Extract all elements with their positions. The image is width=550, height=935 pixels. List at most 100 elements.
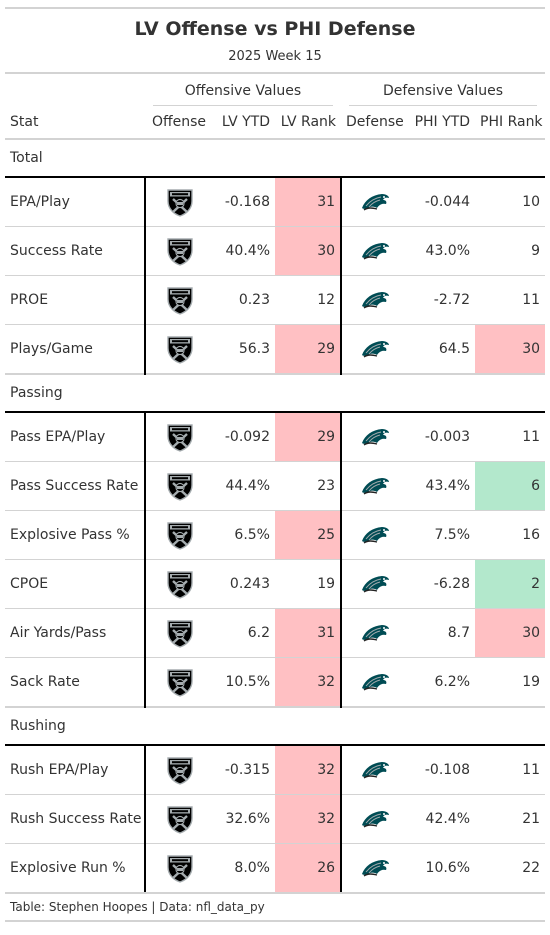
lv-ytd-value: 44.4% [213, 461, 275, 511]
lv-ytd-value: 56.3 [213, 324, 275, 375]
col-header-defense: Defense [341, 106, 408, 140]
table-row: Success Rate 40.4% 30 43.0% 9 [5, 226, 546, 276]
lv-rank-value: 29 [275, 412, 343, 462]
eagles-head-icon [341, 412, 408, 462]
lv-ytd-value: 10.5% [213, 657, 275, 708]
eagles-head-icon [341, 510, 408, 560]
col-header-stat: Stat [5, 106, 145, 140]
raiders-shield-icon [144, 657, 213, 708]
col-header-lv-rank: LV Rank [275, 106, 342, 140]
stat-name: Pass EPA/Play [5, 412, 145, 462]
table-row: Air Yards/Pass 6.2 31 8.7 30 [5, 608, 546, 658]
raiders-shield-icon [144, 324, 213, 375]
table-row: Explosive Pass % 6.5% 25 7.5% 16 [5, 510, 546, 560]
phi-rank-value: 2 [475, 559, 546, 609]
stat-name: Rush Success Rate [5, 794, 145, 844]
phi-rank-value: 21 [475, 794, 546, 844]
table-row: Pass EPA/Play -0.092 29 -0.003 11 [5, 412, 546, 462]
col-header-lv-ytd: LV YTD [213, 106, 275, 140]
table-source-note: Table: Stephen Hoopes | Data: nfl_data_p… [5, 894, 545, 922]
eagles-head-icon [341, 794, 408, 844]
lv-rank-value: 25 [275, 510, 343, 560]
lv-rank-value: 32 [275, 794, 343, 844]
phi-rank-value: 6 [475, 461, 546, 511]
spanner-row: Offensive Values Defensive Values [5, 74, 545, 106]
lv-rank-value: 12 [275, 275, 343, 325]
lv-rank-value: 31 [275, 177, 343, 227]
eagles-head-icon [341, 608, 408, 658]
lv-rank-value: 19 [275, 559, 343, 609]
group-label: Passing [5, 373, 546, 413]
lv-rank-value: 26 [275, 843, 343, 894]
phi-ytd-value: -0.108 [407, 745, 476, 795]
phi-ytd-value: 64.5 [407, 324, 476, 375]
phi-rank-value: 16 [475, 510, 546, 560]
group-row: Passing [5, 373, 546, 413]
stat-name: PROE [5, 275, 145, 325]
phi-ytd-value: 42.4% [407, 794, 476, 844]
phi-rank-value: 30 [475, 608, 546, 658]
table-row: Pass Success Rate 44.4% 23 43.4% 6 [5, 461, 546, 511]
spanner-offensive-values: Offensive Values [153, 83, 334, 106]
eagles-head-icon [341, 657, 408, 708]
phi-ytd-value: 43.0% [407, 226, 476, 276]
group-label: Rushing [5, 706, 546, 746]
phi-rank-value: 22 [475, 843, 546, 894]
matchup-table-container: LV Offense vs PHI Defense 2025 Week 15 O… [5, 7, 546, 922]
lv-ytd-value: 8.0% [213, 843, 275, 894]
lv-ytd-value: 0.243 [213, 559, 275, 609]
phi-ytd-value: -6.28 [407, 559, 476, 609]
lv-ytd-value: 0.23 [213, 275, 275, 325]
stat-name: EPA/Play [5, 177, 145, 227]
table-row: Rush Success Rate 32.6% 32 42.4% 21 [5, 794, 546, 844]
lv-rank-value: 23 [275, 461, 343, 511]
group-row: Rushing [5, 706, 546, 746]
stat-name: Explosive Pass % [5, 510, 145, 560]
raiders-shield-icon [144, 608, 213, 658]
eagles-head-icon [341, 559, 408, 609]
phi-ytd-value: -0.044 [407, 177, 476, 227]
stat-name: CPOE [5, 559, 145, 609]
eagles-head-icon [341, 177, 408, 227]
table-row: PROE 0.23 12 -2.72 11 [5, 275, 546, 325]
phi-rank-value: 30 [475, 324, 546, 375]
spanner-defensive-values: Defensive Values [349, 83, 538, 106]
table-row: Plays/Game 56.3 29 64.5 30 [5, 324, 546, 375]
group-label: Total [5, 139, 546, 178]
column-header-row: Stat Offense LV YTD LV Rank Defense PHI … [5, 106, 546, 140]
raiders-shield-icon [144, 510, 213, 560]
eagles-head-icon [341, 275, 408, 325]
lv-ytd-value: 6.2 [213, 608, 275, 658]
phi-ytd-value: 6.2% [407, 657, 476, 708]
stat-name: Explosive Run % [5, 843, 145, 894]
col-header-phi-rank: PHI Rank [475, 106, 546, 140]
eagles-head-icon [341, 843, 408, 894]
top-rule [5, 7, 545, 9]
table-row: CPOE 0.243 19 -6.28 2 [5, 559, 546, 609]
phi-rank-value: 11 [475, 412, 546, 462]
raiders-shield-icon [144, 275, 213, 325]
raiders-shield-icon [144, 226, 213, 276]
lv-ytd-value: 32.6% [213, 794, 275, 844]
table-title: LV Offense vs PHI Defense [134, 18, 416, 40]
col-header-offense: Offense [145, 106, 213, 140]
stat-name: Rush EPA/Play [5, 745, 145, 795]
lv-ytd-value: -0.092 [213, 412, 275, 462]
table-row: Sack Rate 10.5% 32 6.2% 19 [5, 657, 546, 708]
lv-rank-value: 29 [275, 324, 343, 375]
eagles-head-icon [341, 461, 408, 511]
stat-name: Air Yards/Pass [5, 608, 145, 658]
stats-table: Offensive Values Defensive Values Stat O… [5, 74, 546, 894]
phi-ytd-value: 7.5% [407, 510, 476, 560]
raiders-shield-icon [144, 794, 213, 844]
raiders-shield-icon [144, 559, 213, 609]
phi-rank-value: 9 [475, 226, 546, 276]
phi-rank-value: 11 [475, 275, 546, 325]
phi-ytd-value: 8.7 [407, 608, 476, 658]
table-row: Explosive Run % 8.0% 26 10.6% 22 [5, 843, 546, 894]
lv-ytd-value: 40.4% [213, 226, 275, 276]
phi-ytd-value: -0.003 [407, 412, 476, 462]
stat-name: Sack Rate [5, 657, 145, 708]
lv-ytd-value: -0.168 [213, 177, 275, 227]
eagles-head-icon [341, 324, 408, 375]
